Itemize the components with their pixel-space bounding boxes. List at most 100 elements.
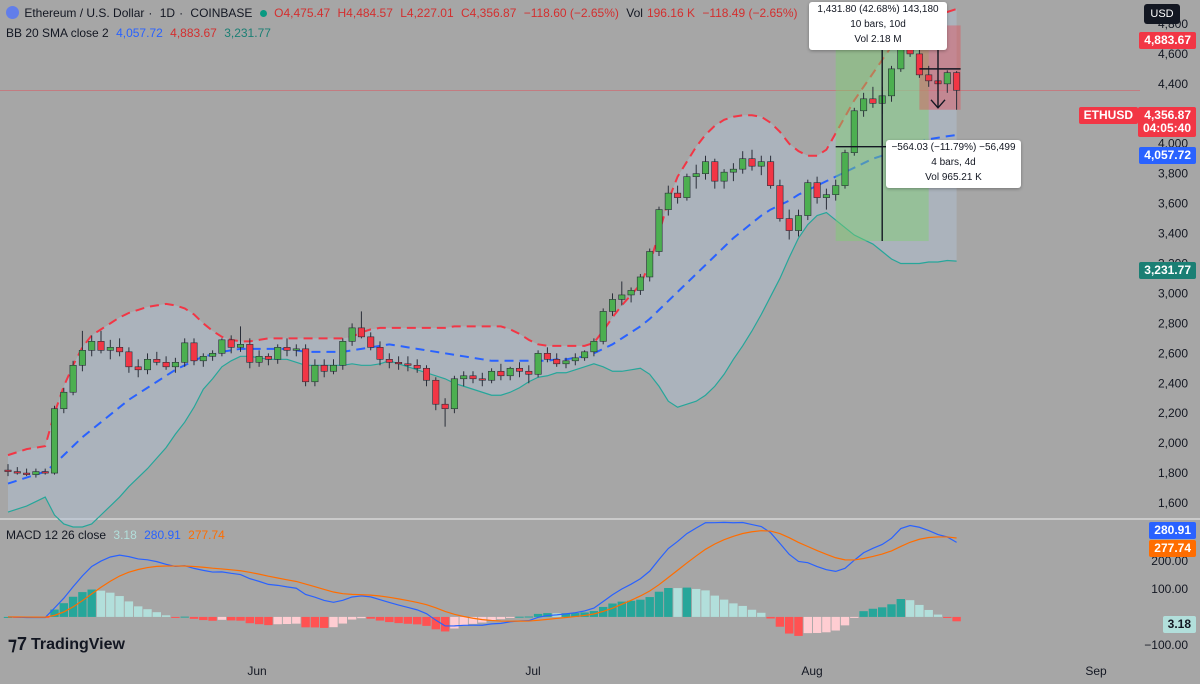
candle-body (776, 185, 784, 219)
candle-body (553, 359, 561, 365)
macd-histogram-bar (301, 616, 310, 628)
bb-basis-line (7, 134, 957, 485)
macd-histogram-bar (766, 616, 775, 619)
price-tick-label: 2,000 (1158, 436, 1188, 450)
macd-histogram-bar (115, 596, 124, 617)
macd-histogram-bar (515, 616, 524, 618)
bb-legend[interactable]: BB 20 SMA close 2 4,057.72 4,883.67 3,23… (6, 26, 275, 40)
macd-histogram-bar (375, 616, 385, 621)
currency-button[interactable]: USD (1144, 4, 1180, 24)
candle-body (562, 360, 570, 365)
measure-up-line1: 1,431.80 (42.68%) 143,180 (817, 4, 939, 15)
symbol-header: Ethereum / U.S. Dollar · 1D · COINBASE O4,… (6, 6, 802, 20)
macd-histogram-bar (701, 590, 710, 617)
macd-signal-line (7, 530, 957, 622)
macd-histogram-bar (292, 616, 301, 624)
price-tick-label: 3,400 (1158, 227, 1188, 241)
x-tick-label: Aug (801, 664, 823, 678)
candle-body (618, 294, 626, 300)
macd-histogram-bar (757, 612, 766, 617)
candle-body (943, 72, 951, 85)
candle-body (794, 215, 802, 231)
last-price: 4,356.87 (1144, 108, 1191, 122)
candle-body (116, 347, 124, 353)
macd-histogram-bar (682, 587, 692, 617)
macd-histogram-bar (868, 608, 878, 617)
candle-body (106, 347, 114, 351)
candle-body (757, 161, 765, 167)
macd-histogram-bar (673, 588, 682, 617)
candle-body (367, 336, 375, 348)
candle-body (413, 364, 421, 369)
macd-histogram-bar (626, 600, 636, 617)
macd-histogram-bar (636, 599, 645, 617)
candle-body (488, 370, 496, 381)
candle-body (850, 110, 858, 154)
candle-body (13, 471, 21, 474)
macd-histogram-bar (208, 616, 217, 621)
candle-body (50, 408, 58, 474)
macd-histogram-bar (403, 616, 413, 624)
tradingview-logo[interactable]: ⁊7 TradingView (8, 634, 125, 655)
macd-histogram-bar (217, 616, 227, 620)
macd-legend[interactable]: MACD 12 26 close 3.18 280.91 277.74 (6, 528, 229, 542)
macd-histogram-bar (96, 590, 106, 617)
macd-histogram-bar (710, 595, 719, 617)
macd-histogram-bar (775, 616, 785, 627)
ohlc-close: C4,356.87 (460, 6, 517, 20)
ohlc-high: H4,484.57 (337, 6, 393, 20)
macd-histogram-bar (450, 616, 459, 629)
candle-body (311, 364, 319, 383)
candle-body (729, 168, 737, 173)
macd-histogram-bar (617, 601, 626, 617)
macd-histogram-bar (189, 616, 199, 619)
candle-body (181, 342, 189, 363)
candle-body (422, 367, 430, 381)
signal-tag: 277.74 (1149, 540, 1196, 557)
bb-basis-value: 4,057.72 (116, 26, 163, 40)
macd-histogram-bar (859, 611, 868, 617)
macd-histogram-bar (915, 604, 924, 617)
candle-body (832, 185, 840, 195)
measure-down-line1: −564.03 (−11.79%) −56,499 (891, 142, 1016, 153)
candle-body (153, 359, 161, 363)
candle-body (395, 362, 403, 365)
macd-histogram-bar (320, 616, 329, 628)
macd-histogram-bar (654, 591, 664, 617)
x-tick-label: Jul (525, 664, 541, 678)
macd-histogram-bar (366, 616, 375, 619)
volume-change: −118.49 (−2.65%) (702, 6, 798, 20)
macd-histogram-bar (310, 616, 320, 628)
candle-body (41, 471, 49, 474)
candle-body (515, 367, 523, 372)
candle-body (925, 74, 933, 82)
candle-body (497, 370, 505, 377)
macd-histogram-bar (134, 606, 143, 617)
ethereum-icon (6, 6, 19, 19)
macd-histogram-bar (347, 616, 357, 620)
basis-tag: 4,057.72 (1139, 147, 1196, 164)
macd-signal-value: 277.74 (188, 528, 225, 542)
price-tick-label: 2,400 (1158, 376, 1188, 390)
measure-down-line2: 4 bars, 4d (931, 157, 976, 168)
macd-histogram-bar (496, 616, 506, 620)
macd-histogram-bar (50, 609, 59, 617)
bollinger-band-fill (8, 8, 957, 527)
candle-body (283, 347, 291, 351)
candle-body (571, 357, 579, 362)
macd-histogram-bar (338, 616, 347, 624)
tradingview-icon: ⁊7 (8, 634, 27, 654)
price-tick-label: 2,600 (1158, 346, 1188, 360)
volume-value: 196.16 K (646, 6, 695, 20)
bb-upper-value: 4,883.67 (170, 26, 217, 40)
candle-body (608, 299, 616, 312)
macd-histogram-bar (106, 592, 115, 617)
macd-histogram-bar (812, 616, 822, 633)
macd-histogram-bar (254, 616, 264, 625)
candle-body (292, 348, 300, 351)
macd-line-value: 280.91 (144, 528, 181, 542)
bb-upper-line (7, 8, 957, 457)
macd-histogram-bar (273, 616, 282, 625)
